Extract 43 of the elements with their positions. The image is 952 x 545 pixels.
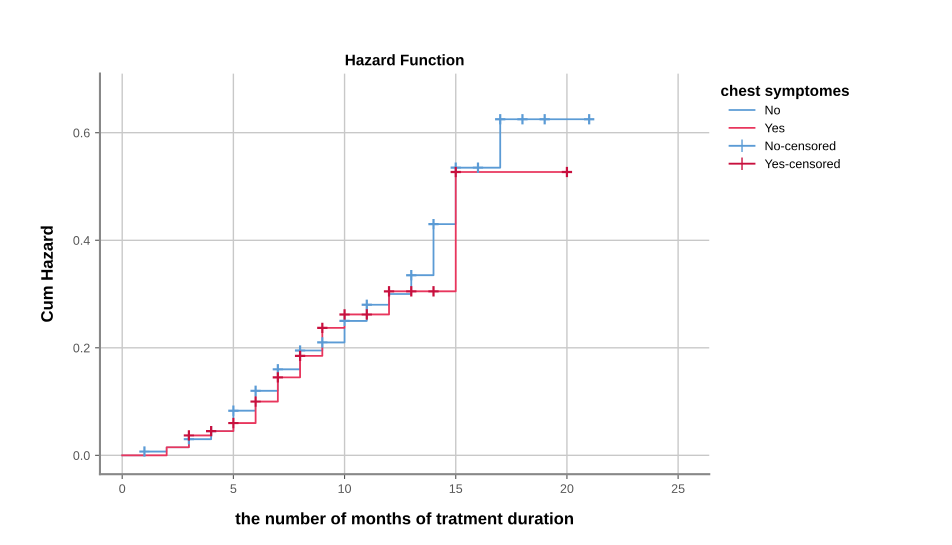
- chart-title: Hazard Function: [346, 54, 464, 66]
- point: [316, 322, 329, 334]
- point: [560, 166, 574, 178]
- point: [516, 113, 529, 126]
- legend-title: chest symptomes: [721, 84, 849, 100]
- y-tick-label: 0.2: [73, 344, 90, 352]
- legend-label: No: [766, 106, 780, 114]
- point: [405, 268, 418, 282]
- point: [138, 445, 151, 458]
- point: [294, 350, 306, 362]
- point: [338, 308, 351, 321]
- point: [427, 218, 440, 230]
- point: [449, 166, 462, 178]
- legend-label: No-censored: [766, 141, 836, 150]
- legend-label: Yes: [764, 124, 784, 132]
- point: [316, 336, 329, 349]
- point: [182, 429, 196, 442]
- point: [382, 285, 396, 298]
- y-axis-title: Cum Hazard: [40, 226, 53, 322]
- point: [272, 371, 284, 384]
- x-axis-title: the number of months of tratment duration: [235, 512, 574, 524]
- x-tick-label: 20: [560, 484, 574, 494]
- point: [427, 285, 440, 298]
- x-tick-label: 15: [450, 484, 462, 494]
- point: [249, 395, 262, 408]
- x-tick-label: 5: [230, 484, 236, 494]
- x-tick-label: 10: [338, 484, 352, 494]
- legend-label: Yes-censored: [764, 159, 840, 168]
- x-tick-label: 25: [672, 484, 685, 494]
- point: [360, 298, 374, 312]
- x-tick-label: 0: [119, 484, 126, 494]
- point: [227, 404, 240, 417]
- y-tick-label: 0.4: [73, 236, 90, 245]
- point: [494, 113, 506, 126]
- point: [405, 285, 418, 298]
- point: [472, 161, 484, 174]
- y-tick-label: 0.6: [73, 128, 90, 138]
- point: [538, 113, 551, 126]
- point: [227, 416, 240, 430]
- point: [582, 113, 596, 126]
- point: [360, 308, 374, 321]
- point: [249, 384, 262, 398]
- y-tick-label: 0.0: [73, 451, 90, 460]
